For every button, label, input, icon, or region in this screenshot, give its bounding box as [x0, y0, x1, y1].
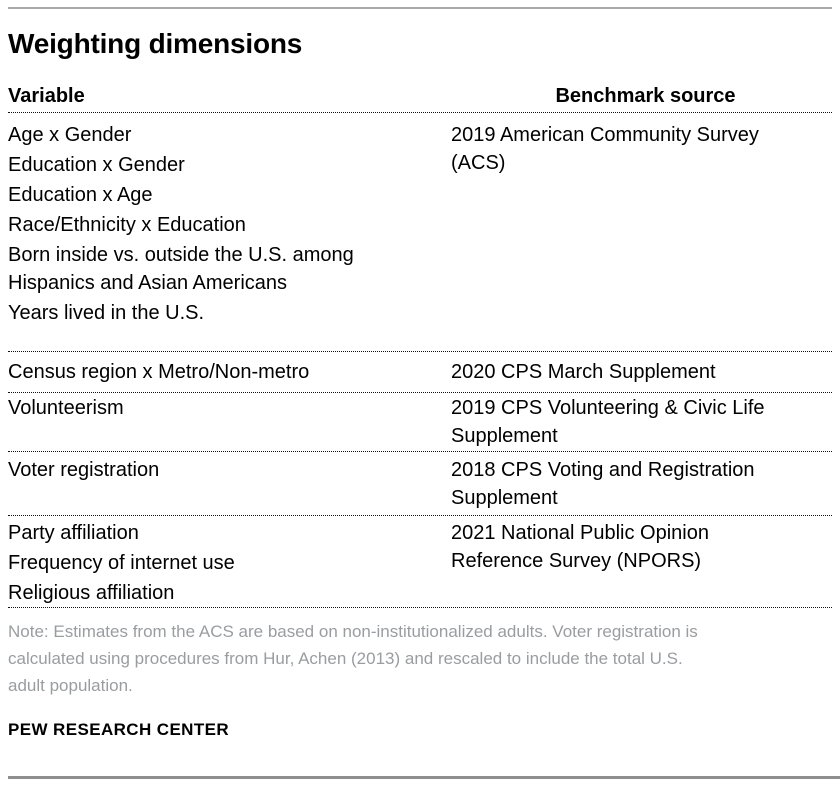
table-row: Voter registration 2018 CPS Voting and R…	[8, 452, 832, 516]
variable-item: Frequency of internet use	[8, 552, 235, 574]
column-header-benchmark: Benchmark source	[555, 85, 736, 107]
footnote-line: adult population.	[8, 676, 133, 695]
variable-cell: Census region x Metro/Non-metro	[8, 358, 451, 386]
page-title: Weighting dimensions	[8, 28, 303, 59]
figure-container: Weighting dimensions Variable Benchmark …	[0, 7, 840, 787]
table-header-row: Variable Benchmark source	[8, 85, 832, 113]
table-row: Census region x Metro/Non-metro 2020 CPS…	[8, 352, 832, 393]
table-row: Volunteerism 2019 CPS Volunteering & Civ…	[8, 393, 832, 452]
variable-item: Age x Gender	[8, 124, 132, 146]
source-attribution: PEW RESEARCH CENTER	[8, 720, 230, 739]
variable-item: Born inside vs. outside the U.S. among H…	[8, 244, 354, 294]
benchmark-source: 2021 National Public Opinion Reference S…	[451, 522, 709, 572]
benchmark-source: 2019 CPS Volunteering & Civic Life Suppl…	[451, 397, 765, 447]
benchmark-cell: 2020 CPS March Supplement	[451, 358, 840, 386]
variable-item: Census region x Metro/Non-metro	[8, 361, 310, 383]
benchmark-source: 2019 American Community Survey (ACS)	[451, 124, 759, 174]
footnote-line: Note: Estimates from the ACS are based o…	[8, 622, 698, 641]
variable-cell: Party affiliation Frequency of internet …	[8, 519, 451, 607]
variable-item: Religious affiliation	[8, 582, 175, 604]
benchmark-cell: 2021 National Public Opinion Reference S…	[451, 519, 840, 575]
variable-cell: Age x Gender Education x Gender Educatio…	[8, 121, 451, 327]
variable-item: Voter registration	[8, 459, 160, 481]
top-divider	[8, 7, 832, 9]
footnote: Note: Estimates from the ACS are based o…	[8, 618, 832, 699]
variable-cell: Voter registration	[8, 456, 451, 484]
benchmark-cell: 2019 American Community Survey (ACS)	[451, 121, 840, 177]
column-header-variable: Variable	[8, 85, 85, 107]
table-row: Party affiliation Frequency of internet …	[8, 516, 832, 608]
variable-item: Education x Age	[8, 184, 153, 206]
variable-item: Education x Gender	[8, 154, 185, 176]
variable-item: Party affiliation	[8, 522, 139, 544]
table-row: Age x Gender Education x Gender Educatio…	[8, 113, 832, 352]
footnote-line: calculated using procedures from Hur, Ac…	[8, 649, 683, 668]
variable-item: Race/Ethnicity x Education	[8, 214, 246, 236]
variable-cell: Volunteerism	[8, 394, 451, 422]
benchmark-source: 2020 CPS March Supplement	[451, 361, 716, 383]
benchmark-cell: 2019 CPS Volunteering & Civic Life Suppl…	[451, 394, 840, 450]
benchmark-source: 2018 CPS Voting and Registration Supplem…	[451, 459, 755, 509]
variable-item: Years lived in the U.S.	[8, 302, 205, 324]
benchmark-cell: 2018 CPS Voting and Registration Supplem…	[451, 456, 840, 512]
variable-item: Volunteerism	[8, 397, 124, 419]
bottom-divider	[8, 776, 840, 779]
